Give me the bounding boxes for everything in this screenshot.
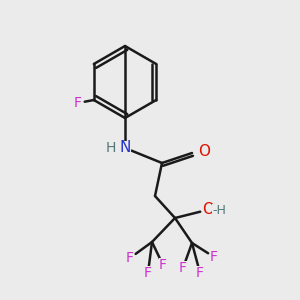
Text: N: N — [119, 140, 131, 155]
Text: F: F — [159, 258, 167, 272]
Text: O: O — [202, 202, 214, 217]
Text: F: F — [179, 261, 187, 275]
Text: F: F — [74, 96, 82, 110]
Text: F: F — [144, 266, 152, 280]
Text: F: F — [210, 250, 218, 264]
Text: O: O — [198, 145, 210, 160]
Text: F: F — [126, 251, 134, 265]
Text: F: F — [196, 266, 204, 280]
Text: H: H — [106, 141, 116, 155]
Text: -H: -H — [212, 203, 226, 217]
